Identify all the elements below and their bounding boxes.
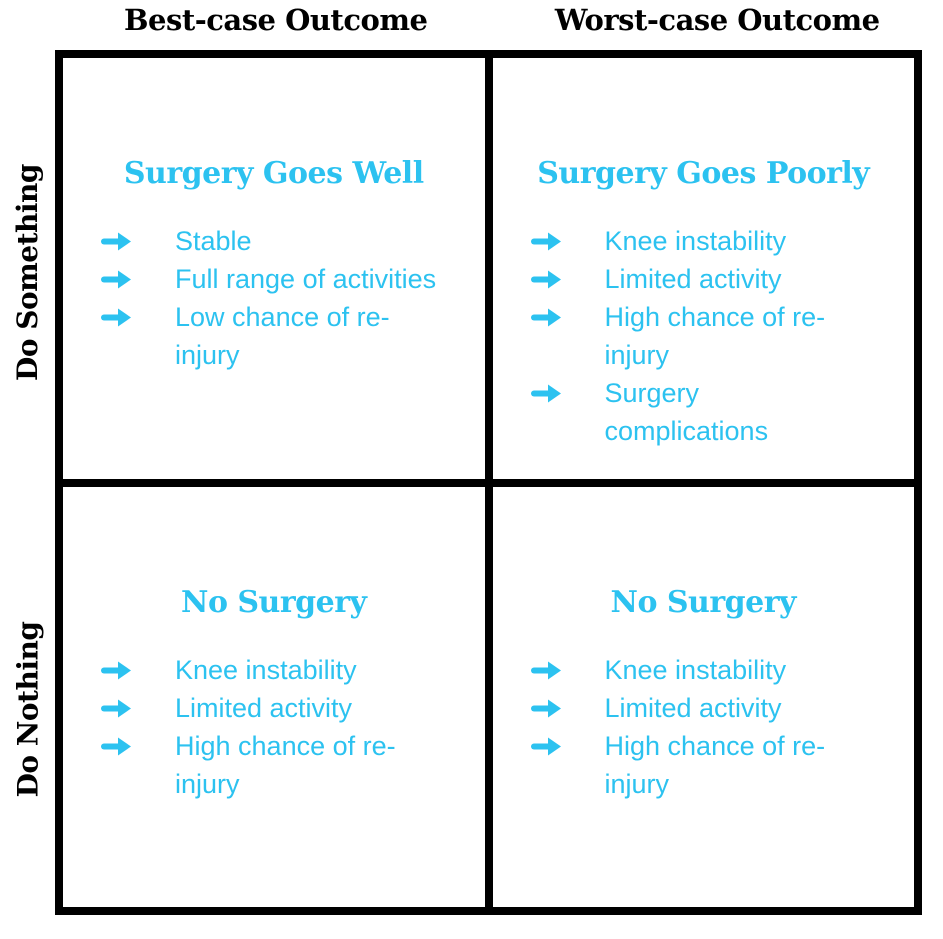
row-header-do-nothing-label: Do Nothing bbox=[11, 621, 44, 798]
arrow-right-icon bbox=[101, 727, 175, 757]
column-headers: Best-case Outcome Worst-case Outcome bbox=[55, 0, 938, 44]
outcome-item-label: Knee instability bbox=[604, 654, 787, 685]
outcome-item: High chance of re-injury bbox=[530, 727, 915, 803]
quadrant-do-nothing-best-case: No Surgery Knee instability Limited acti… bbox=[63, 486, 485, 907]
outcome-item-label: Knee instability bbox=[604, 226, 787, 256]
outcome-item: High chance of re-injury bbox=[530, 298, 915, 374]
arrow-right-icon bbox=[101, 222, 175, 252]
arrow-right-icon bbox=[101, 689, 175, 719]
arrow-right-icon bbox=[530, 374, 605, 404]
outcome-item-label: High chance of re-injury bbox=[175, 730, 396, 799]
outcome-item: Knee instability bbox=[101, 651, 485, 689]
outcome-item: Limited activity bbox=[530, 689, 915, 727]
outcome-item-label: Limited activity bbox=[604, 692, 782, 723]
outcome-item: Knee instability bbox=[530, 651, 915, 689]
quadrant-title: Surgery Goes Poorly bbox=[537, 156, 870, 191]
quadrant-do-something-best-case: Surgery Goes Well Stable Full range of a… bbox=[63, 58, 485, 479]
quadrant-title: Surgery Goes Well bbox=[123, 156, 424, 191]
outcome-item: Limited activity bbox=[101, 689, 485, 727]
outcome-list: Knee instability Limited activity High c… bbox=[101, 651, 485, 803]
outcome-item-label: Knee instability bbox=[175, 654, 357, 685]
outcome-item-label: Stable bbox=[175, 226, 252, 256]
outcome-list: Stable Full range of activities Low chan… bbox=[101, 222, 485, 374]
arrow-right-icon bbox=[101, 298, 175, 328]
arrow-right-icon bbox=[530, 651, 605, 681]
outcome-item-label: Surgery complications bbox=[604, 378, 769, 446]
outcome-item: Limited activity bbox=[530, 260, 915, 298]
outcome-item: Full range of activities bbox=[101, 260, 485, 298]
outcome-list: Knee instability Limited activity High c… bbox=[530, 651, 915, 803]
row-header-do-something-label: Do Something bbox=[11, 164, 44, 381]
outcome-item-label: High chance of re-injury bbox=[604, 730, 826, 799]
row-header-do-something: Do Something bbox=[0, 58, 55, 487]
arrow-right-icon bbox=[530, 727, 605, 757]
arrow-right-icon bbox=[530, 222, 605, 252]
arrow-right-icon bbox=[530, 260, 605, 290]
outcome-item-label: Limited activity bbox=[604, 264, 782, 294]
arrow-right-icon bbox=[530, 298, 605, 328]
outcome-item: Knee instability bbox=[530, 222, 915, 260]
column-header-best-case: Best-case Outcome bbox=[124, 3, 428, 37]
quadrant-do-something-worst-case: Surgery Goes Poorly Knee instability Lim… bbox=[492, 58, 915, 479]
outcome-item-label: Low chance of re-injury bbox=[175, 302, 390, 370]
arrow-right-icon bbox=[530, 689, 605, 719]
outcome-item-label: Full range of activities bbox=[175, 264, 437, 294]
arrow-right-icon bbox=[101, 260, 175, 290]
arrow-right-icon bbox=[101, 651, 175, 681]
outcome-item: Stable bbox=[101, 222, 485, 260]
quadrant-title: No Surgery bbox=[610, 584, 797, 620]
column-header-worst-case: Worst-case Outcome bbox=[554, 3, 880, 37]
outcome-item-label: Limited activity bbox=[175, 692, 353, 723]
row-header-do-nothing: Do Nothing bbox=[0, 496, 55, 923]
outcome-item-label: High chance of re-injury bbox=[604, 302, 826, 370]
outcome-list: Knee instability Limited activity High c… bbox=[530, 222, 915, 450]
matrix-grid: Surgery Goes Well Stable Full range of a… bbox=[55, 50, 922, 915]
quadrant-title: No Surgery bbox=[181, 584, 367, 620]
quadrant-do-nothing-worst-case: No Surgery Knee instability Limited acti… bbox=[492, 486, 915, 907]
outcome-item: High chance of re-injury bbox=[101, 727, 485, 803]
outcome-item: Low chance of re-injury bbox=[101, 298, 485, 374]
outcome-item: Surgery complications bbox=[530, 374, 915, 450]
